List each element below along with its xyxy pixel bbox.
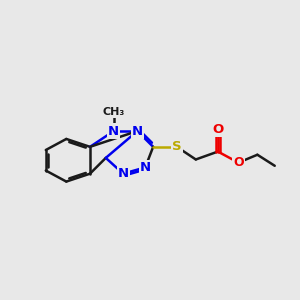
Text: S: S xyxy=(172,140,182,153)
Text: CH₃: CH₃ xyxy=(103,107,125,117)
Text: O: O xyxy=(212,123,224,136)
Text: N: N xyxy=(132,124,143,138)
Text: O: O xyxy=(233,156,244,169)
Text: N: N xyxy=(108,124,119,138)
Text: N: N xyxy=(140,161,151,174)
Text: N: N xyxy=(118,167,129,180)
